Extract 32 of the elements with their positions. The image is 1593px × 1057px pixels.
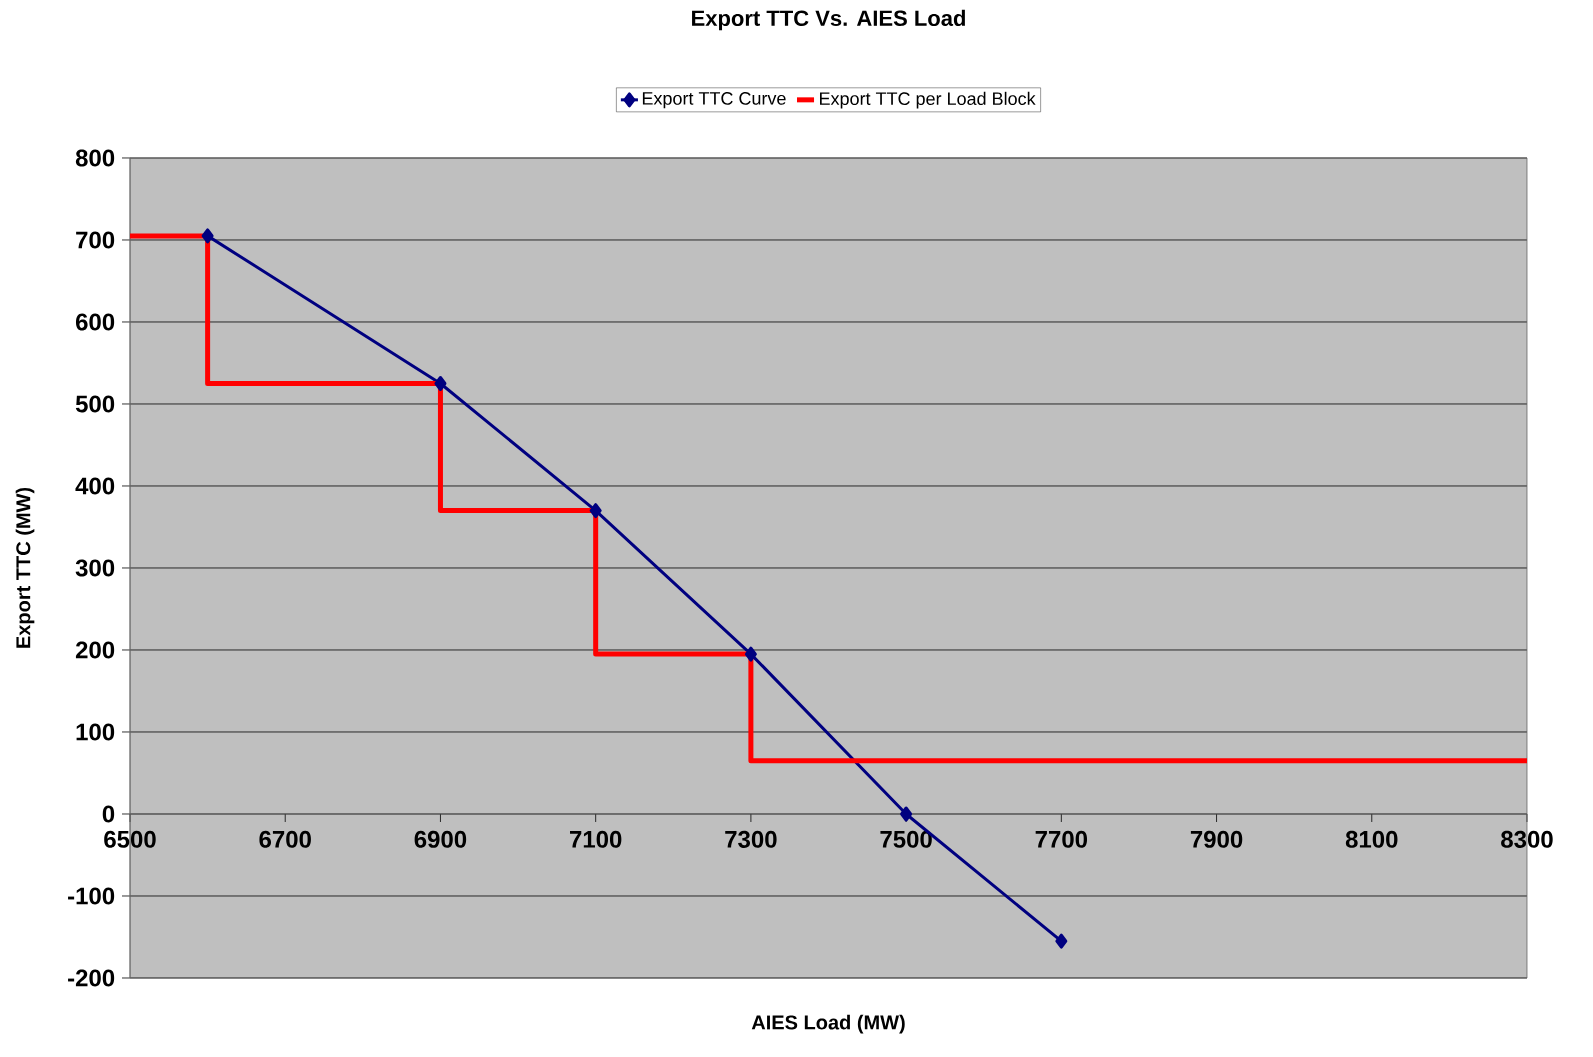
y-tick-label: 800 bbox=[75, 149, 115, 167]
y-tick-label: -100 bbox=[68, 887, 115, 905]
y-tick-label: 300 bbox=[75, 559, 115, 577]
y-tick-label: 500 bbox=[75, 395, 115, 413]
x-axis-title: AIES Load (MW) bbox=[751, 1014, 905, 1034]
legend-label: Export TTC Curve bbox=[642, 92, 786, 109]
y-tick-label: -200 bbox=[68, 969, 115, 987]
x-tick-label: 7100 bbox=[570, 830, 622, 848]
x-tick-label: 7500 bbox=[880, 830, 932, 848]
y-tick-label: 200 bbox=[75, 641, 115, 659]
y-tick-label: 0 bbox=[102, 805, 115, 823]
x-tick-label: 8300 bbox=[1501, 830, 1553, 848]
point bbox=[589, 503, 602, 519]
point bbox=[900, 806, 913, 822]
x-tick-label: 7300 bbox=[725, 830, 777, 848]
x-tick-label: 7700 bbox=[1035, 830, 1088, 848]
y-axis-title: Export TTC (MW) bbox=[15, 487, 35, 648]
y-tick-label: 600 bbox=[75, 313, 115, 331]
point bbox=[744, 646, 757, 662]
y-tick-label: 400 bbox=[75, 477, 115, 495]
x-tick-label: 8100 bbox=[1345, 830, 1398, 848]
x-tick-label: 6500 bbox=[104, 830, 156, 848]
x-tick-label: 6700 bbox=[259, 830, 311, 848]
y-tick-label: 100 bbox=[76, 723, 115, 741]
x-tick-label: 7900 bbox=[1190, 830, 1243, 848]
point bbox=[1055, 933, 1068, 949]
point bbox=[201, 228, 214, 244]
point bbox=[434, 375, 447, 391]
x-tick-label: 6900 bbox=[414, 830, 467, 848]
chart-title: Export TTC Vs. AIES Load bbox=[692, 9, 965, 31]
legend-label: Export TTC per Load Block bbox=[820, 91, 1036, 109]
y-tick-label: 700 bbox=[76, 231, 115, 249]
